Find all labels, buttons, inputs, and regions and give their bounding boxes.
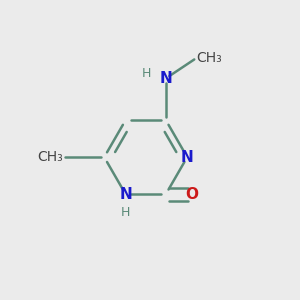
Text: N: N: [181, 150, 194, 165]
Text: N: N: [119, 187, 132, 202]
Text: N: N: [159, 71, 172, 86]
Text: CH₃: CH₃: [37, 150, 63, 164]
Text: H: H: [121, 206, 130, 219]
Text: O: O: [185, 187, 198, 202]
Text: H: H: [142, 67, 151, 80]
Text: CH₃: CH₃: [196, 51, 221, 65]
